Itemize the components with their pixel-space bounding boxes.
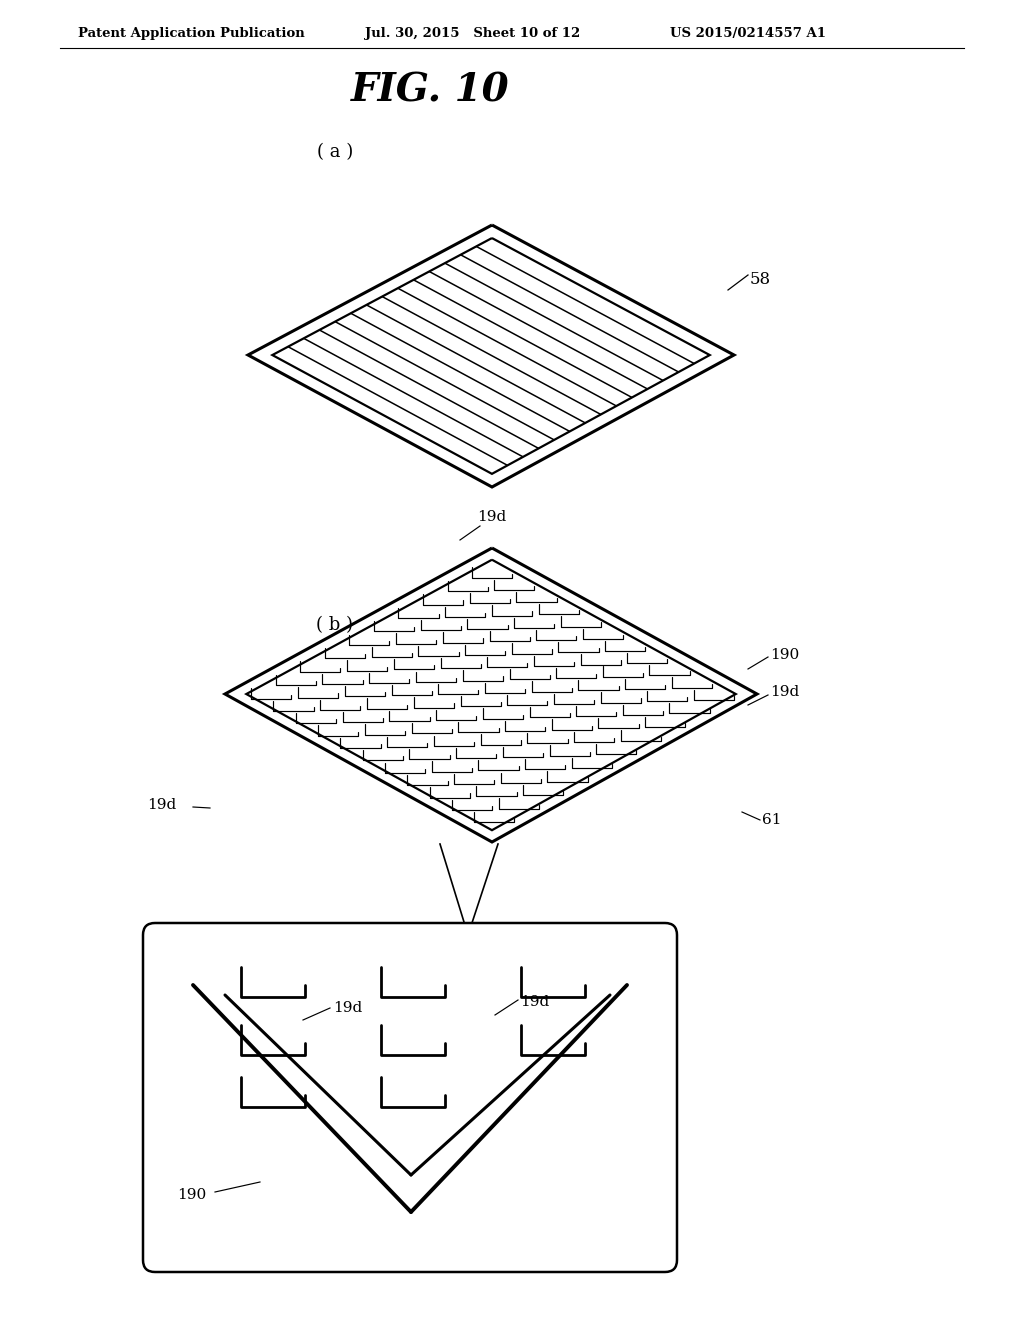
Text: 19d: 19d [333, 1001, 362, 1015]
Text: 19d: 19d [147, 799, 176, 812]
Text: 19d: 19d [770, 685, 800, 700]
Text: 58: 58 [750, 272, 771, 289]
Text: ( b ): ( b ) [316, 616, 353, 634]
Text: 19d: 19d [477, 510, 507, 524]
Text: 19d: 19d [520, 995, 549, 1008]
Text: Jul. 30, 2015   Sheet 10 of 12: Jul. 30, 2015 Sheet 10 of 12 [365, 28, 581, 41]
Text: Patent Application Publication: Patent Application Publication [78, 28, 305, 41]
Text: 190: 190 [177, 1188, 206, 1203]
Text: 190: 190 [770, 648, 800, 663]
Text: ( a ): ( a ) [316, 143, 353, 161]
Text: FIG. 10: FIG. 10 [350, 71, 509, 110]
Text: 61: 61 [762, 813, 781, 828]
Text: US 2015/0214557 A1: US 2015/0214557 A1 [670, 28, 826, 41]
FancyBboxPatch shape [143, 923, 677, 1272]
